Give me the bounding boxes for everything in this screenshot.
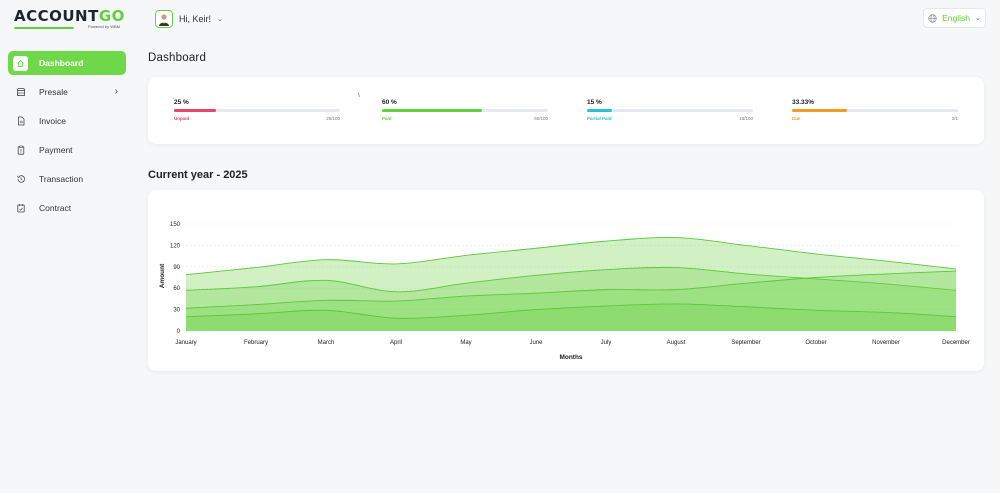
sidebar-item-presale[interactable]: Presale › — [8, 80, 126, 104]
stat-percent: 33.33% — [792, 99, 815, 106]
chart-section-title: Current year - 2025 — [148, 169, 248, 181]
stat-label: Paid — [382, 116, 392, 121]
sidebar-item-invoice[interactable]: Invoice — [8, 109, 126, 133]
stat-label: Partial Paid — [587, 116, 612, 121]
language-selector[interactable]: English ⌄ — [923, 8, 986, 28]
y-tick-label: 30 — [173, 308, 180, 314]
area-series-2 — [186, 267, 956, 331]
invoice-status-card: 25 % Unpaid 25/100 60 % Paid 60/100 15 % P… — [148, 77, 984, 144]
clipboard-icon — [13, 143, 28, 158]
logo-text: ACCOUNTGO — [14, 7, 125, 25]
y-tick-label: 60 — [173, 286, 180, 292]
chart-card: 0 30 60 90 120 150 January February March April M… — [148, 190, 984, 371]
top-bar: ACCOUNTGO Powered by WBM Hi, Keir! ⌄ Eng… — [0, 0, 1000, 40]
x-tick-label: September — [731, 340, 760, 346]
sidebar-item-contract[interactable]: Contract — [8, 196, 126, 220]
x-tick-label: December — [942, 340, 970, 346]
stat-unpaid: 25 % Unpaid 25/100 — [174, 99, 340, 121]
sidebar-item-label: Payment — [39, 145, 73, 155]
progress-track — [174, 109, 340, 112]
stat-count: 3/1 — [951, 116, 958, 121]
x-tick-label: July — [601, 340, 612, 346]
line-series-2 — [185, 266, 957, 293]
stat-partial-paid: 15 % Partial Paid 15/100 — [587, 99, 753, 121]
x-tick-label: November — [872, 340, 900, 346]
chevron-down-icon: ⌄ — [975, 15, 981, 22]
x-tick-label: June — [529, 340, 543, 346]
user-greeting: Hi, Keir! — [179, 14, 212, 24]
logo-subtitle: Powered by WBM — [87, 24, 120, 29]
stray-mark: \ — [358, 93, 360, 99]
x-tick-label: May — [460, 340, 471, 346]
y-tick-label: 150 — [170, 222, 181, 228]
globe-icon — [928, 13, 937, 23]
home-icon — [13, 55, 28, 71]
stat-label: Due — [792, 116, 801, 121]
user-menu[interactable]: Hi, Keir! ⌄ — [155, 9, 223, 29]
sidebar-item-label: Transaction — [39, 174, 84, 184]
area-chart: 0 30 60 90 120 150 January February March April M… — [159, 222, 970, 361]
sidebar-item-payment[interactable]: Payment — [8, 138, 126, 162]
stat-percent: 25 % — [174, 99, 189, 106]
y-tick-label: 90 — [173, 265, 180, 271]
sidebar-item-transaction[interactable]: Transaction — [8, 167, 126, 191]
progress-fill — [792, 109, 848, 112]
line-series-3 — [185, 270, 957, 309]
progress-fill — [587, 109, 612, 112]
x-tick-label: August — [667, 340, 686, 346]
x-tick-label: October — [805, 340, 826, 346]
y-tick-label: 0 — [177, 329, 181, 335]
history-icon — [13, 172, 28, 187]
stat-count: 60/100 — [534, 116, 548, 121]
sidebar-item-label: Dashboard — [39, 58, 84, 68]
document-icon — [13, 114, 28, 129]
area-series-3 — [186, 271, 956, 331]
progress-fill — [174, 109, 216, 112]
x-tick-label: April — [390, 340, 402, 346]
stat-count: 25/100 — [326, 116, 340, 121]
line-series-4 — [185, 303, 957, 319]
x-tick-label: March — [318, 340, 335, 346]
chevron-down-icon: ⌄ — [217, 16, 223, 23]
y-tick-label: 120 — [170, 243, 181, 249]
sidebar-item-label: Presale — [39, 87, 68, 97]
stat-due: 33.33% Due 3/1 — [792, 99, 958, 121]
stat-percent: 15 % — [587, 99, 602, 106]
avatar — [155, 10, 173, 28]
stat-label: Unpaid — [174, 116, 190, 121]
progress-fill — [382, 109, 482, 112]
stat-count: 15/100 — [739, 116, 753, 121]
accountgo-logo[interactable]: ACCOUNTGO Powered by WBM — [14, 7, 124, 33]
chevron-right-icon: › — [114, 86, 118, 97]
stat-percent: 60 % — [382, 99, 397, 106]
sidebar: Dashboard Presale › Invoice Payment Tran… — [8, 51, 126, 225]
progress-track — [587, 109, 753, 112]
sidebar-item-label: Invoice — [39, 116, 66, 126]
logo-underline — [14, 27, 74, 29]
x-tick-label: February — [244, 340, 268, 346]
store-icon — [13, 85, 28, 100]
page-title: Dashboard — [148, 52, 207, 64]
sidebar-item-label: Contract — [39, 203, 72, 213]
line-series-1 — [185, 236, 957, 276]
x-axis-title: Months — [559, 354, 582, 361]
contract-icon — [13, 201, 28, 216]
x-tick-label: January — [175, 340, 196, 346]
language-label: English — [942, 13, 970, 23]
y-axis-title: Amount — [159, 263, 166, 288]
progress-track — [382, 109, 548, 112]
area-series-4 — [186, 303, 956, 331]
avatar-person-icon — [159, 13, 169, 26]
stat-paid: 60 % Paid 60/100 — [382, 99, 548, 121]
sidebar-item-dashboard[interactable]: Dashboard — [8, 51, 126, 75]
progress-track — [792, 109, 958, 112]
